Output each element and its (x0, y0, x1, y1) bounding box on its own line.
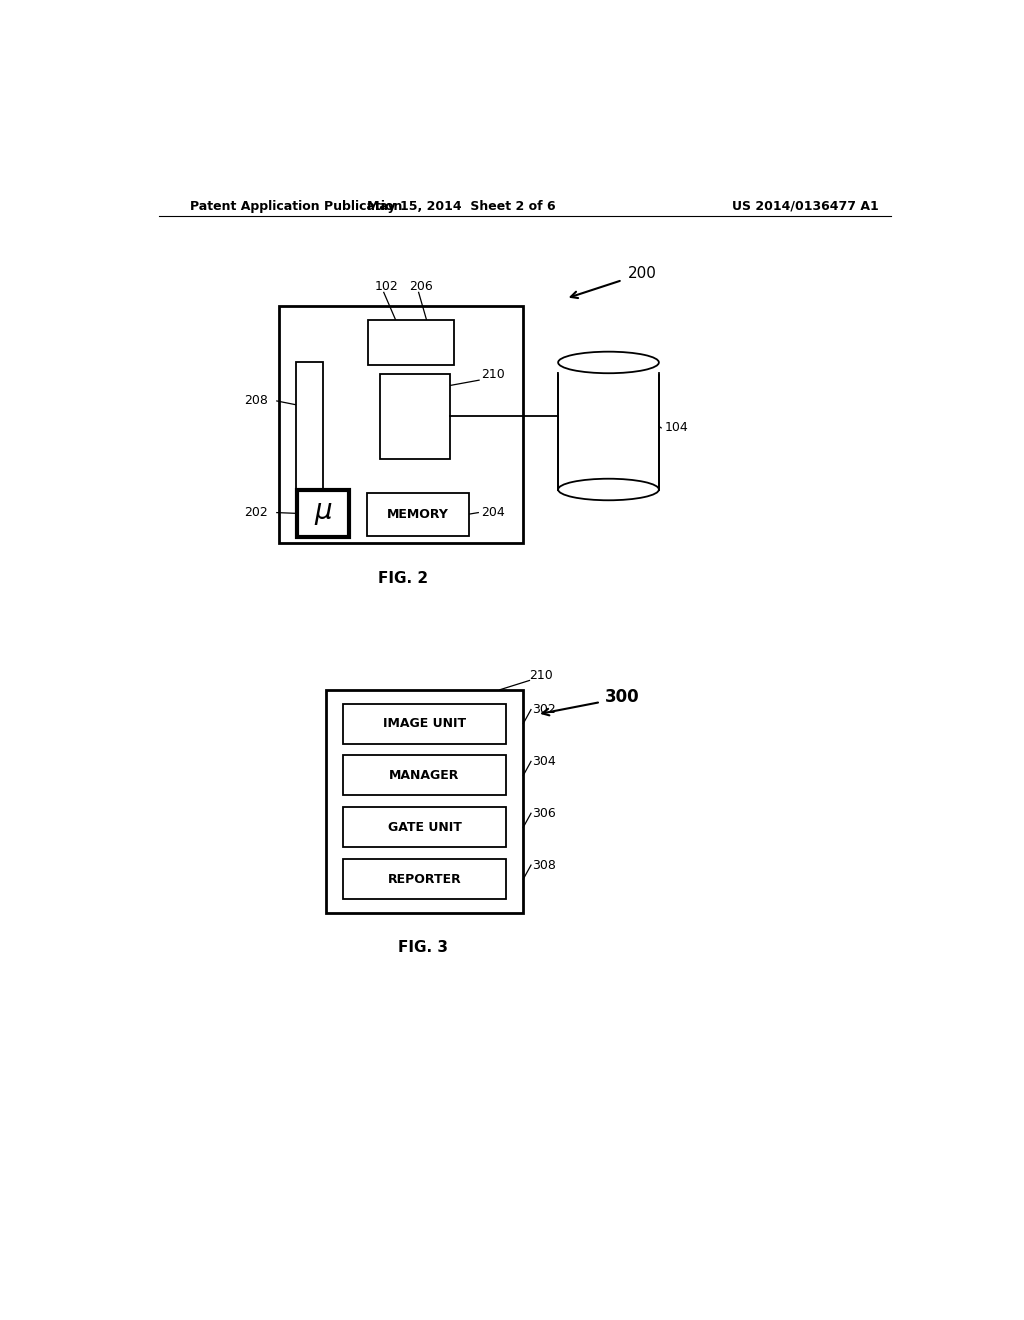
Text: FIG. 2: FIG. 2 (378, 570, 428, 586)
Text: 104: 104 (665, 421, 688, 434)
Text: 208: 208 (245, 395, 268, 408)
Text: 206: 206 (410, 280, 433, 293)
Text: 302: 302 (532, 704, 556, 715)
Text: MEMORY: MEMORY (387, 508, 449, 521)
Text: IMAGE UNIT: IMAGE UNIT (383, 717, 466, 730)
Text: 210: 210 (529, 669, 553, 682)
Text: 300: 300 (604, 689, 639, 706)
Text: MANAGER: MANAGER (389, 770, 460, 781)
Text: 102: 102 (375, 280, 398, 293)
Text: 306: 306 (532, 807, 556, 820)
Text: 200: 200 (628, 267, 656, 281)
Bar (380, 374, 450, 459)
Ellipse shape (558, 479, 658, 500)
Ellipse shape (558, 351, 658, 374)
Text: 210: 210 (480, 367, 505, 380)
Text: REPORTER: REPORTER (387, 873, 462, 886)
Text: FIG. 3: FIG. 3 (397, 940, 447, 956)
Text: 202: 202 (245, 506, 268, 519)
Bar (343, 755, 506, 796)
Bar (326, 689, 523, 913)
Bar (297, 490, 349, 537)
Bar (280, 306, 523, 544)
Text: 308: 308 (532, 858, 556, 871)
Text: Patent Application Publication: Patent Application Publication (190, 199, 402, 213)
Bar (296, 363, 324, 494)
Bar (343, 704, 506, 743)
Text: May 15, 2014  Sheet 2 of 6: May 15, 2014 Sheet 2 of 6 (367, 199, 556, 213)
Bar (343, 808, 506, 847)
Bar (369, 321, 454, 364)
Bar (558, 374, 658, 490)
Bar (343, 859, 506, 899)
Text: 304: 304 (532, 755, 556, 768)
Text: GATE UNIT: GATE UNIT (387, 821, 462, 834)
Bar (367, 494, 469, 536)
Text: $\mu$: $\mu$ (313, 499, 333, 528)
Text: US 2014/0136477 A1: US 2014/0136477 A1 (732, 199, 880, 213)
Text: 204: 204 (480, 506, 505, 519)
